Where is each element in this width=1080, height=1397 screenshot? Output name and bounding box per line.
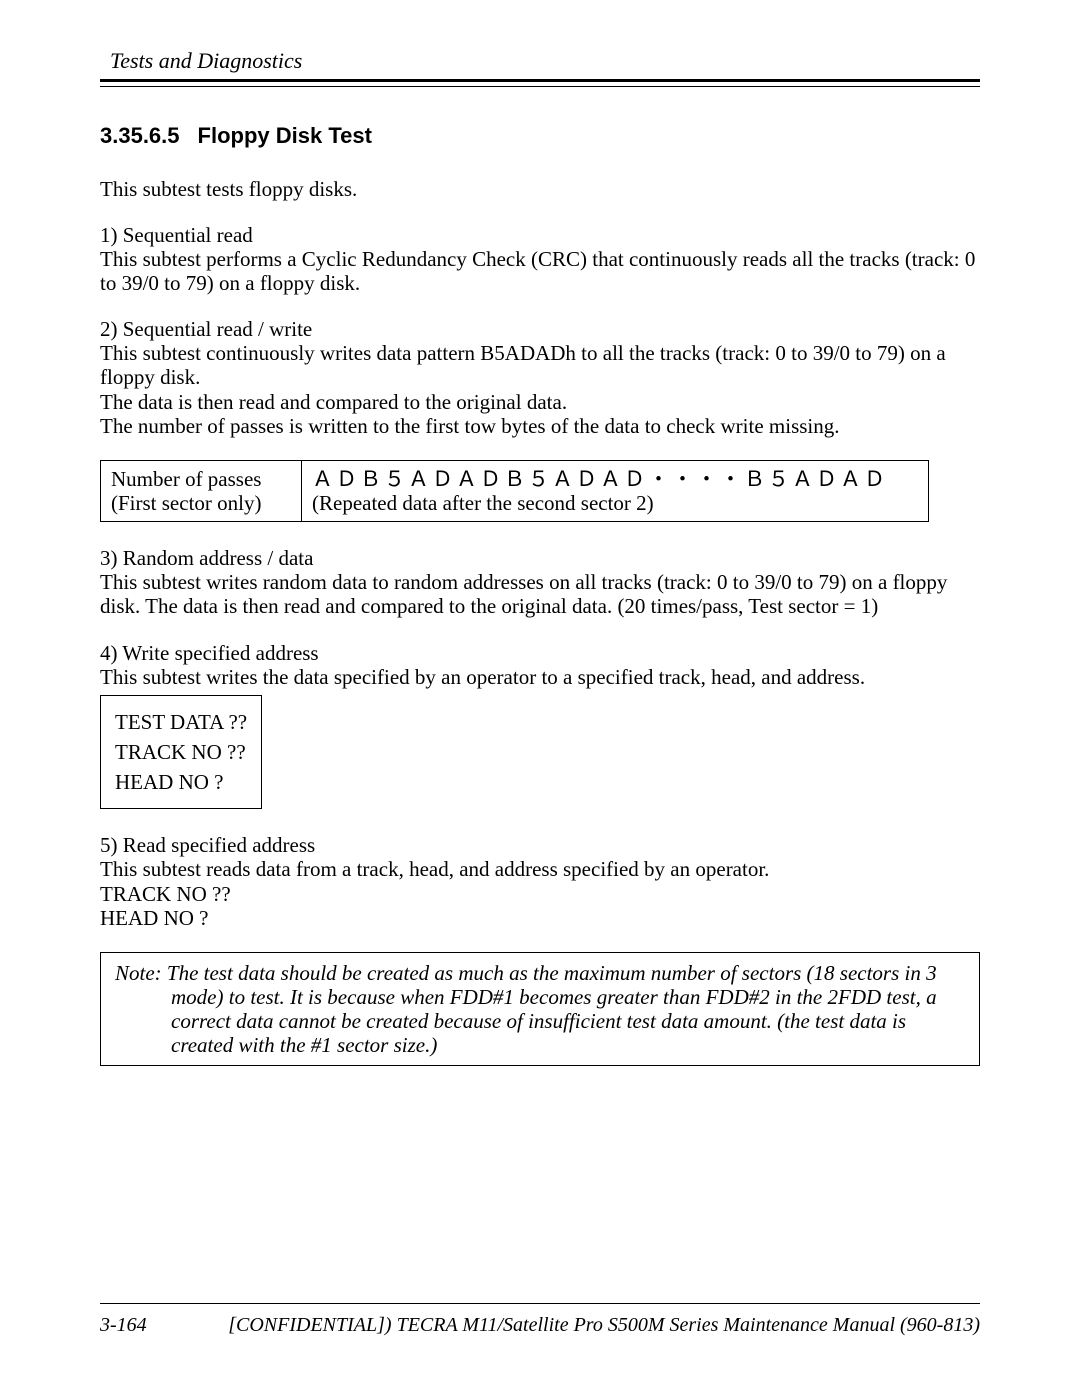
- item-4-head: 4) Write specified address: [100, 641, 980, 665]
- table-cell-right: ＡＤＢ５ＡＤＡＤＢ５ＡＤＡＤ・・・・Ｂ５ＡＤＡＤ (Repeated data …: [302, 460, 929, 521]
- item-2-body-1: This subtest continuously writes data pa…: [100, 341, 980, 389]
- box-row-2: TRACK NO ??: [115, 740, 247, 764]
- footer-page-number: 3-164: [100, 1314, 147, 1337]
- table-row: Number of passes (First sector only) ＡＤＢ…: [101, 460, 929, 521]
- table-left-line1: Number of passes: [111, 467, 291, 491]
- item-5: 5) Read specified address This subtest r…: [100, 833, 980, 930]
- data-table: Number of passes (First sector only) ＡＤＢ…: [100, 460, 929, 522]
- item-3-body: This subtest writes random data to rando…: [100, 570, 980, 618]
- box-row-1: TEST DATA ??: [115, 710, 247, 734]
- footer-rule: [100, 1303, 980, 1304]
- item-5-line2: HEAD NO ?: [100, 906, 980, 930]
- item-1-head: 1) Sequential read: [100, 223, 980, 247]
- header-rule: [100, 79, 980, 87]
- table-left-line2: (First sector only): [111, 491, 291, 515]
- item-2-head: 2) Sequential read / write: [100, 317, 980, 341]
- item-1: 1) Sequential read This subtest performs…: [100, 223, 980, 295]
- section-title: Floppy Disk Test: [198, 123, 372, 148]
- note-text: The test data should be created as much …: [167, 961, 937, 1057]
- item-2-body-3: The number of passes is written to the f…: [100, 414, 980, 438]
- footer: 3-164 [CONFIDENTIAL]) TECRA M11/Satellit…: [100, 1303, 980, 1337]
- page: Tests and Diagnostics 3.35.6.5 Floppy Dis…: [0, 0, 1080, 1397]
- note-box: Note: The test data should be created as…: [100, 952, 980, 1067]
- running-header: Tests and Diagnostics: [110, 48, 980, 73]
- item-2: 2) Sequential read / write This subtest …: [100, 317, 980, 438]
- footer-title: [CONFIDENTIAL]) TECRA M11/Satellite Pro …: [228, 1314, 980, 1337]
- item-4: 4) Write specified address This subtest …: [100, 641, 980, 689]
- box-row-3: HEAD NO ?: [115, 770, 247, 794]
- table-right-line1: ＡＤＢ５ＡＤＡＤＢ５ＡＤＡＤ・・・・Ｂ５ＡＤＡＤ: [312, 467, 918, 491]
- item-2-body-2: The data is then read and compared to th…: [100, 390, 980, 414]
- item-3-head: 3) Random address / data: [100, 546, 980, 570]
- section-heading: 3.35.6.5 Floppy Disk Test: [100, 123, 980, 148]
- intro-paragraph: This subtest tests floppy disks.: [100, 177, 980, 201]
- item-5-head: 5) Read specified address: [100, 833, 980, 857]
- input-box: TEST DATA ?? TRACK NO ?? HEAD NO ?: [100, 695, 262, 809]
- table-cell-left: Number of passes (First sector only): [101, 460, 302, 521]
- note-label: Note:: [115, 961, 162, 985]
- section-number: 3.35.6.5: [100, 123, 180, 148]
- table-right-line2: (Repeated data after the second sector 2…: [312, 491, 918, 515]
- item-5-body: This subtest reads data from a track, he…: [100, 857, 980, 881]
- item-3: 3) Random address / data This subtest wr…: [100, 546, 980, 618]
- intro-text: This subtest tests floppy disks.: [100, 177, 980, 201]
- footer-text: 3-164 [CONFIDENTIAL]) TECRA M11/Satellit…: [100, 1314, 980, 1337]
- item-5-line1: TRACK NO ??: [100, 882, 980, 906]
- note-body: Note: The test data should be created as…: [171, 961, 965, 1058]
- item-4-body: This subtest writes the data specified b…: [100, 665, 980, 689]
- item-1-body: This subtest performs a Cyclic Redundanc…: [100, 247, 980, 295]
